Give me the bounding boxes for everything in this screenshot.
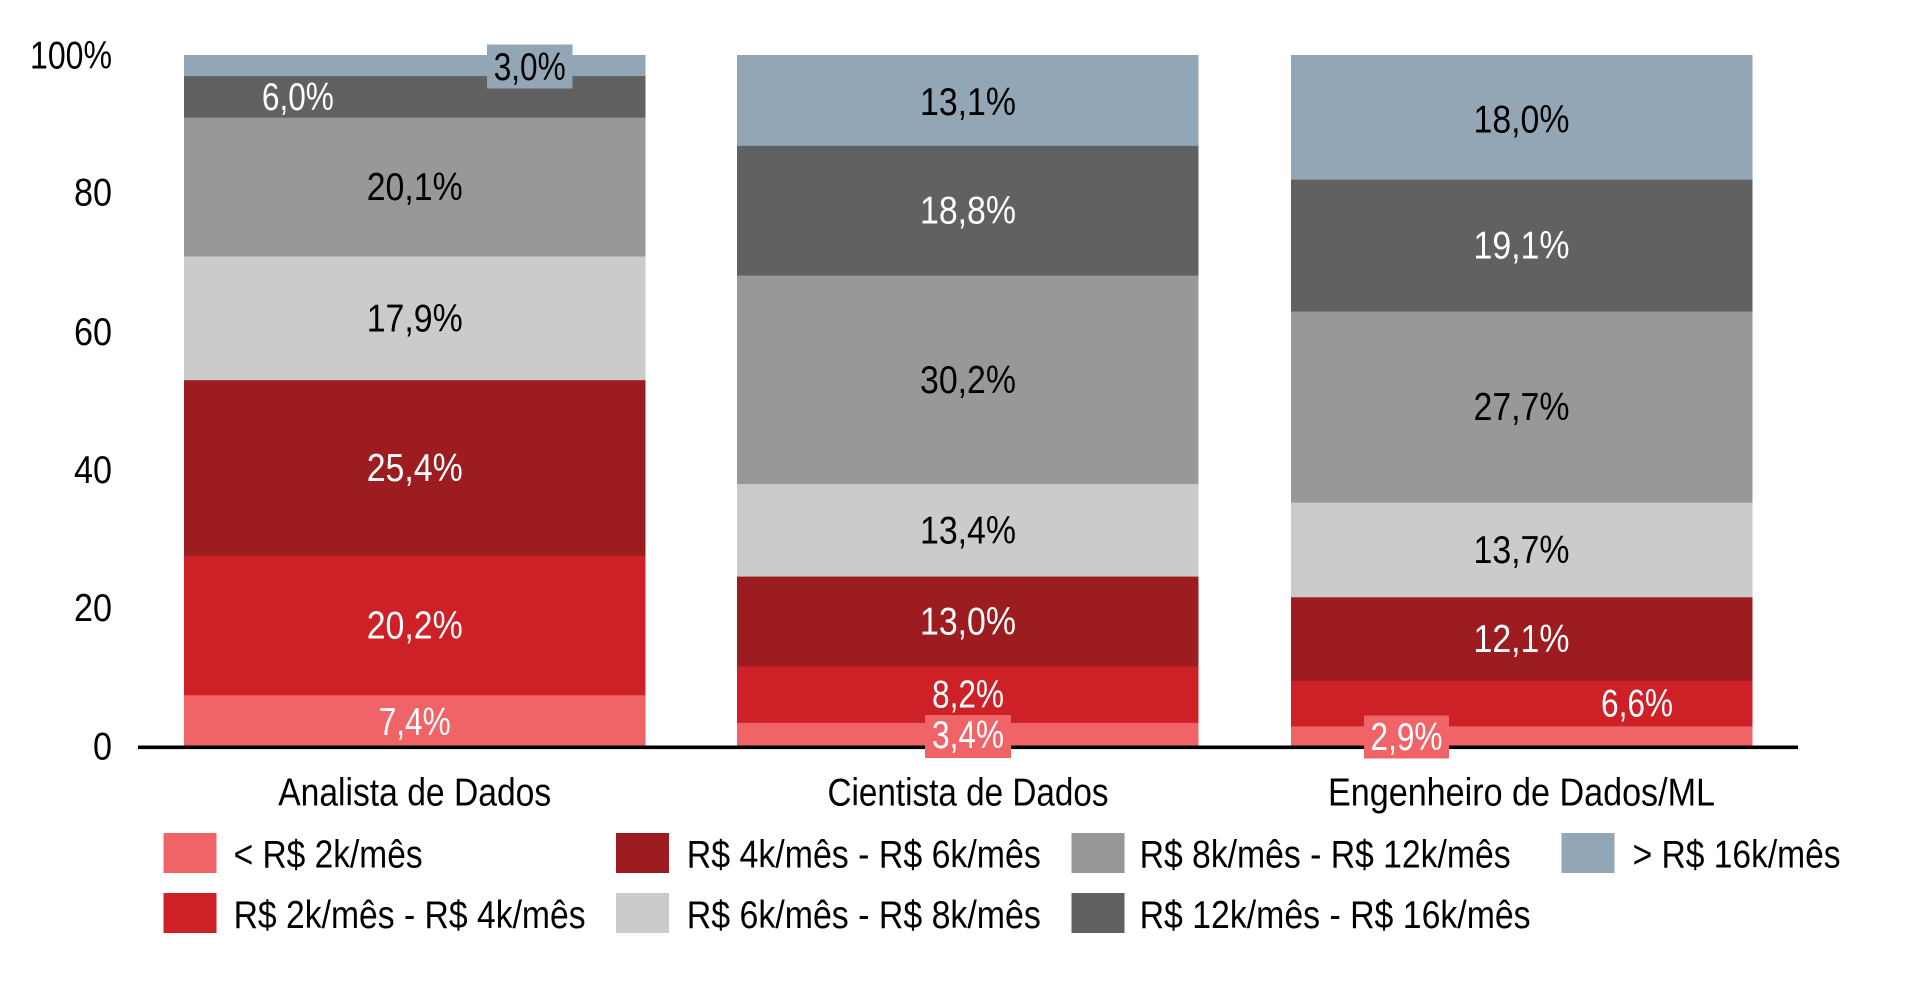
svg-text:0: 0: [93, 725, 112, 768]
svg-text:Cientista de Dados: Cientista de Dados: [828, 772, 1109, 815]
svg-text:18,8%: 18,8%: [920, 190, 1016, 233]
svg-text:100%: 100%: [30, 34, 112, 77]
svg-text:80: 80: [74, 172, 112, 215]
svg-text:27,7%: 27,7%: [1474, 386, 1570, 429]
svg-text:> R$ 16k/mês: > R$ 16k/mês: [1633, 834, 1841, 877]
svg-text:R$ 12k/mês - R$ 16k/mês: R$ 12k/mês - R$ 16k/mês: [1140, 894, 1531, 937]
svg-text:60: 60: [74, 311, 112, 354]
svg-text:20,2%: 20,2%: [367, 605, 463, 648]
svg-text:2,9%: 2,9%: [1371, 716, 1443, 759]
svg-text:7,4%: 7,4%: [379, 701, 451, 744]
svg-text:Analista de Dados: Analista de Dados: [278, 772, 551, 815]
svg-text:13,4%: 13,4%: [920, 509, 1016, 552]
svg-text:R$ 8k/mês - R$ 12k/mês: R$ 8k/mês - R$ 12k/mês: [1140, 834, 1511, 877]
svg-text:30,2%: 30,2%: [920, 359, 1016, 402]
svg-text:40: 40: [74, 449, 112, 492]
svg-text:12,1%: 12,1%: [1474, 618, 1570, 661]
svg-text:8,2%: 8,2%: [932, 674, 1004, 717]
svg-text:20: 20: [74, 587, 112, 630]
svg-text:3,0%: 3,0%: [494, 46, 566, 89]
svg-text:Engenheiro de Dados/ML: Engenheiro de Dados/ML: [1328, 772, 1715, 815]
svg-text:< R$ 2k/mês: < R$ 2k/mês: [234, 834, 423, 877]
svg-text:20,1%: 20,1%: [367, 166, 463, 209]
svg-text:13,0%: 13,0%: [920, 601, 1016, 644]
svg-text:6,6%: 6,6%: [1601, 683, 1673, 726]
svg-text:17,9%: 17,9%: [367, 297, 463, 340]
svg-text:R$ 6k/mês - R$ 8k/mês: R$ 6k/mês - R$ 8k/mês: [687, 894, 1041, 937]
svg-text:R$ 2k/mês - R$ 4k/mês: R$ 2k/mês - R$ 4k/mês: [234, 894, 586, 937]
svg-text:18,0%: 18,0%: [1474, 99, 1570, 142]
svg-text:13,1%: 13,1%: [920, 81, 1016, 124]
svg-text:6,0%: 6,0%: [262, 76, 334, 119]
svg-text:3,4%: 3,4%: [932, 714, 1004, 757]
svg-text:13,7%: 13,7%: [1474, 529, 1570, 572]
svg-text:19,1%: 19,1%: [1474, 225, 1570, 268]
svg-text:25,4%: 25,4%: [367, 447, 463, 490]
svg-text:R$ 4k/mês - R$ 6k/mês: R$ 4k/mês - R$ 6k/mês: [687, 834, 1041, 877]
